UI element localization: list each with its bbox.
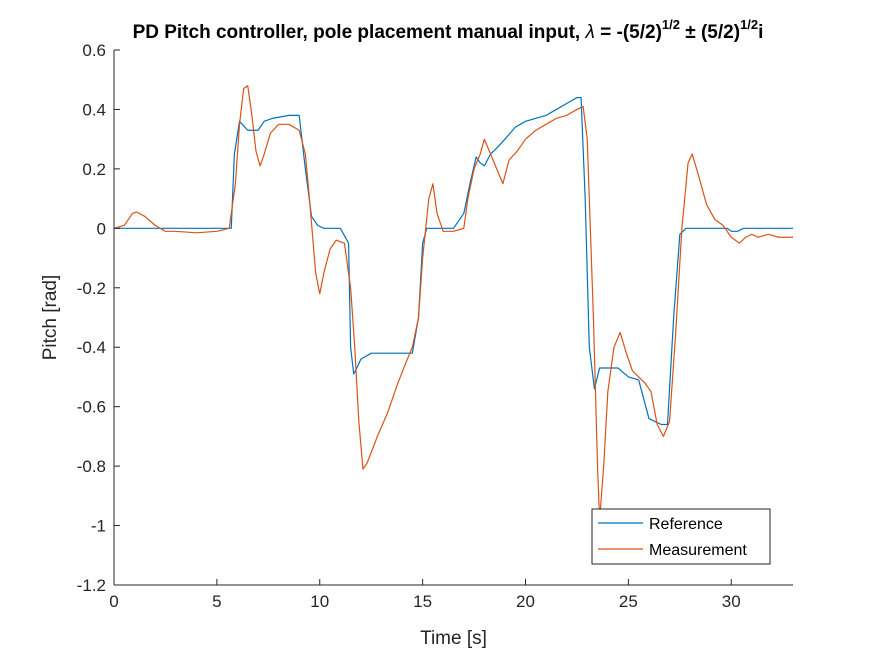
y-tick-label: -0.4 — [77, 338, 106, 357]
x-tick-label: 5 — [212, 592, 221, 611]
plot-area — [114, 50, 793, 585]
y-tick-label: 0.2 — [82, 160, 106, 179]
x-tick-label: 0 — [109, 592, 118, 611]
y-tick-label: -1.2 — [77, 576, 106, 595]
legend-label-measurement: Measurement — [649, 542, 747, 559]
axes-layer — [113, 50, 793, 586]
y-tick-label: 0 — [97, 219, 106, 238]
legend: Reference Measurement — [591, 508, 771, 565]
legend-box — [591, 508, 771, 565]
chart-title: PD Pitch controller, pole placement manu… — [133, 17, 764, 43]
x-tick-label: 30 — [722, 592, 741, 611]
x-tick-label: 15 — [413, 592, 432, 611]
y-tick-label: -0.2 — [77, 279, 106, 298]
series-line-measurement — [113, 85, 793, 521]
y-tick-label: 0.4 — [82, 100, 106, 119]
legend-label-reference: Reference — [649, 516, 723, 533]
series-line-reference — [114, 96, 793, 426]
x-axis-label: Time [s] — [420, 628, 487, 649]
y-tick-label: -0.8 — [77, 457, 106, 476]
series-layer — [113, 85, 793, 521]
x-axis-ticks: 0 5 10 15 20 25 30 — [109, 579, 741, 611]
y-axis-ticks: -1.2 -1 -0.8 -0.6 -0.4 -0.2 0 0.2 0.4 0.6 — [77, 41, 120, 595]
y-tick-label: -0.6 — [77, 398, 106, 417]
y-axis-label: Pitch [rad] — [40, 275, 61, 361]
y-tick-label: 0.6 — [82, 41, 106, 60]
x-tick-label: 25 — [619, 592, 638, 611]
x-tick-label: 20 — [516, 592, 535, 611]
x-tick-label: 10 — [310, 592, 329, 611]
y-tick-label: -1 — [91, 517, 106, 536]
